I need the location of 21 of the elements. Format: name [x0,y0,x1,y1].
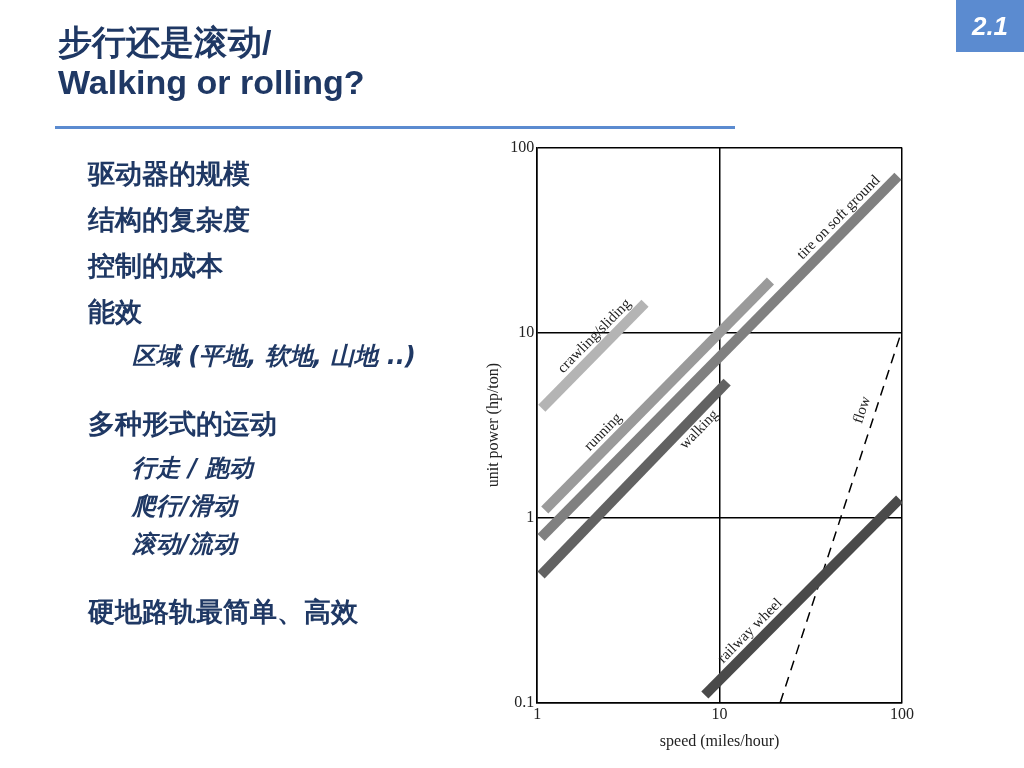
text: 结构的复杂度 [88,203,251,237]
y-tick-label: 1 [526,507,535,525]
y-tick-label: 10 [518,322,535,340]
text: 控制的成本 [88,249,224,283]
text: 驱动器的规模 [88,157,251,191]
text: 区域 (平地, 软地, 山地 ..) [132,341,417,372]
x-axis-title: speed (miles/hour) [659,731,780,750]
y-tick-label: 100 [510,137,535,155]
text: 多种形式的运动 [88,407,278,441]
y-axis-title: unit power (hp/ton) [483,362,502,488]
text: 行走 / 跑动 [132,453,256,484]
x-tick-label: 10 [711,705,728,723]
text: 2.1 [956,0,1024,52]
text: 硬地路轨最简单、高效 [88,595,359,629]
y-tick-label: 0.1 [514,692,535,710]
text: 滚动/流动 [132,529,240,560]
text: 爬行/滑动 [132,491,240,522]
text: flow [849,393,874,426]
text: 步行还是滚动/ Walking or rolling? [58,22,366,103]
x-tick-label: 100 [890,705,914,723]
text: 能效 [88,295,143,329]
